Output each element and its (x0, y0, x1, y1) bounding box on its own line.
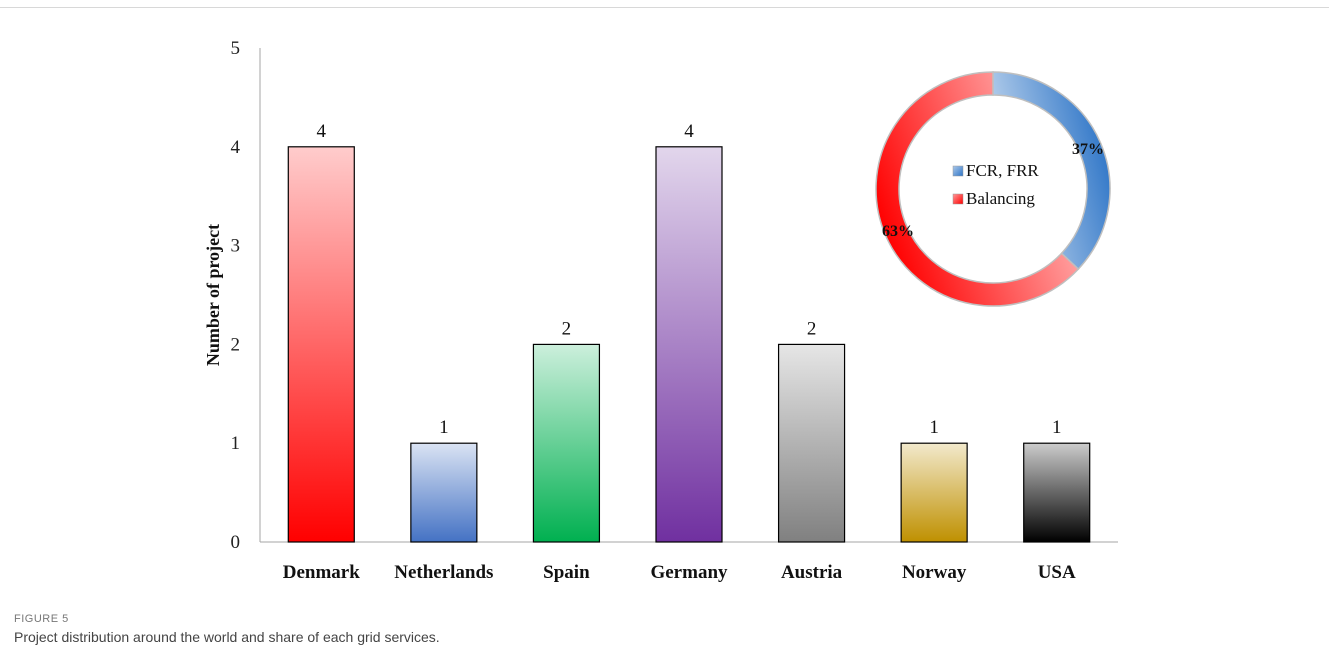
x-tick-label-austria: Austria (781, 562, 843, 583)
y-tick-label: 0 (231, 532, 241, 553)
x-tick-label-germany: Germany (650, 562, 728, 583)
data-label-denmark: 4 (317, 121, 327, 142)
figure-label: FIGURE 5 (14, 613, 69, 625)
figure-caption: Project distribution around the world an… (14, 629, 440, 645)
donut-chart: 37% 63% FCR, FRR Balancing (875, 71, 1111, 307)
x-tick-label-netherlands: Netherlands (394, 562, 493, 583)
legend-label: Balancing (966, 189, 1035, 208)
x-tick-label-denmark: Denmark (283, 562, 360, 583)
bar-netherlands (410, 442, 478, 543)
x-tick-label-norway: Norway (902, 562, 967, 583)
bar-denmark (287, 146, 355, 543)
donut-slice-balancing (875, 71, 1080, 307)
legend-swatch (952, 165, 964, 177)
bar-chart: 0 1 2 3 4 5 Number of project 4 Denmark 1 Netherl… (203, 38, 1118, 583)
y-axis-title: Number of project (203, 224, 223, 366)
donut-percent-label: 37% (1072, 141, 1104, 158)
data-label-norway: 1 (929, 417, 939, 438)
bar-norway (900, 442, 968, 543)
data-label-usa: 1 (1052, 417, 1062, 438)
data-label-netherlands: 1 (439, 417, 449, 438)
donut-percent-label: 63% (882, 223, 914, 240)
y-tick-label: 4 (231, 137, 241, 158)
data-label-spain: 2 (562, 318, 572, 339)
data-label-austria: 2 (807, 318, 817, 339)
y-tick-label: 3 (231, 236, 241, 257)
bar-austria (777, 343, 846, 543)
bar-usa (1023, 442, 1091, 543)
data-label-germany: 4 (684, 121, 694, 142)
top-rule (0, 7, 1329, 8)
y-tick-label: 2 (231, 334, 241, 355)
y-tick-label: 1 (231, 433, 241, 454)
axes: 0 1 2 3 4 5 Number of project (203, 38, 1118, 553)
legend-swatch (952, 193, 964, 205)
x-tick-label-usa: USA (1038, 562, 1076, 583)
y-tick-label: 5 (231, 38, 241, 59)
legend-label: FCR, FRR (966, 161, 1039, 180)
bar-spain (532, 343, 601, 543)
x-tick-label-spain: Spain (543, 562, 590, 583)
bar-germany (655, 146, 723, 543)
bars: 4 Denmark 1 Netherlands 2 Spain 4 Germany 2 Austr… (283, 121, 1091, 583)
